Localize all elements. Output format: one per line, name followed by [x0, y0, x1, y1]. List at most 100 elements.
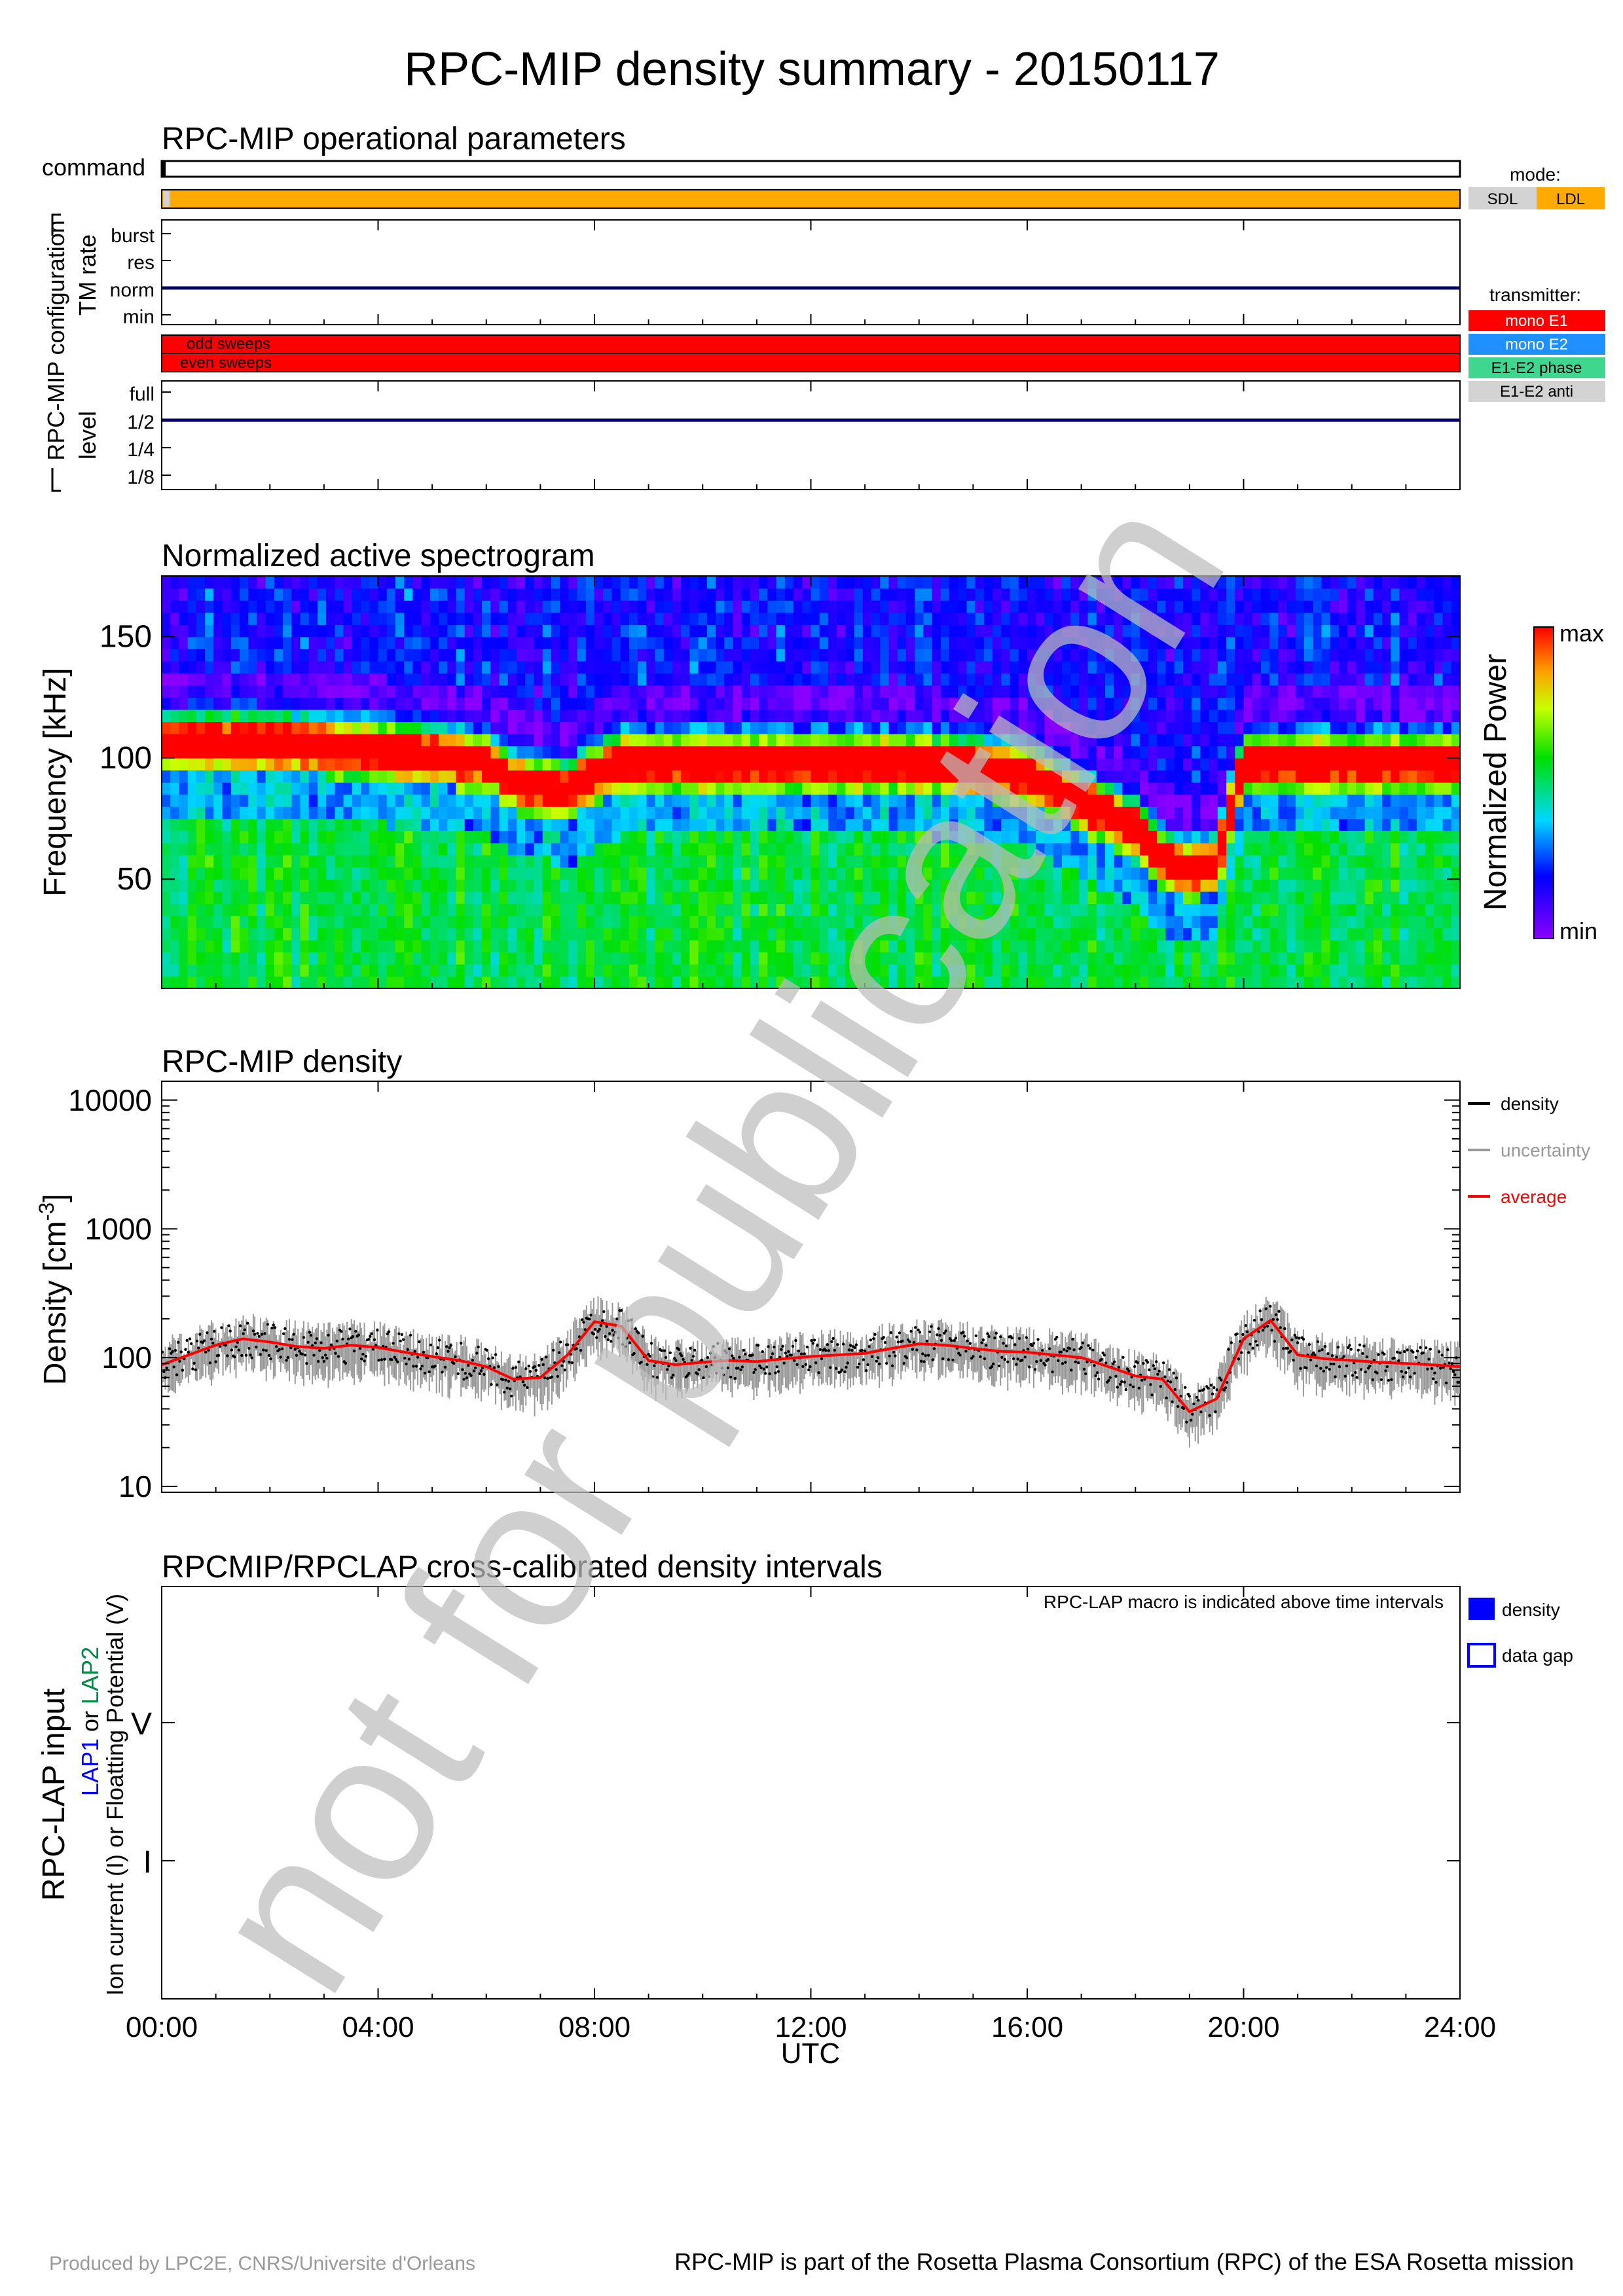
spectrogram-cell [395, 624, 405, 637]
spectrogram-cell [871, 660, 881, 673]
spectrogram-cell [733, 770, 742, 783]
spectrogram-cell [196, 660, 206, 673]
spectrogram-cell [1295, 915, 1305, 929]
spectrogram-cell [940, 794, 950, 807]
spectrogram-cell [352, 757, 361, 771]
spectrogram-cell [473, 757, 483, 771]
spectrogram-cell [828, 963, 837, 977]
spectrogram-cell [767, 879, 777, 892]
spectrogram-cell [1165, 915, 1175, 929]
spectrogram-cell [1174, 963, 1184, 977]
spectrogram-cell [439, 915, 448, 929]
spectrogram-cell [655, 660, 665, 673]
spectrogram-cell [888, 976, 898, 989]
spectrogram-cell [248, 842, 258, 855]
spectrogram-cell [603, 879, 613, 892]
spectrogram-cell [187, 855, 197, 868]
spectrogram-cell [646, 600, 656, 613]
spectrogram-cell [335, 867, 344, 880]
spectrogram-cell [750, 600, 759, 613]
spectrogram-cell [1321, 794, 1331, 807]
spectrogram-cell [1183, 939, 1192, 953]
spectrogram-cell [1304, 891, 1313, 905]
spectrogram-cell [828, 867, 837, 880]
spectrogram-cell [577, 697, 587, 710]
spectrogram-cell [1330, 660, 1340, 673]
spectrogram-cell [1183, 770, 1192, 783]
spectrogram-cell [915, 879, 924, 892]
spectrogram-cell [1217, 818, 1227, 831]
spectrogram-cell [1416, 952, 1426, 965]
spectrogram-cell [179, 842, 189, 855]
spectrogram-cell [1027, 976, 1036, 989]
spectrogram-cell [1304, 963, 1313, 977]
spectrogram-cell [499, 952, 509, 965]
spectrogram-cell [923, 660, 933, 673]
config-bracket-top [51, 213, 61, 236]
spectrogram-cell [681, 831, 691, 844]
spectrogram-cell [439, 806, 448, 819]
spectrogram-cell [716, 721, 725, 734]
spectrogram-cell [1192, 831, 1201, 844]
spectrogram-cell [1200, 915, 1210, 929]
spectrogram-cell [793, 624, 803, 637]
spectrogram-cell [213, 588, 223, 601]
spectrogram-cell [361, 891, 371, 905]
spectrogram-cell [949, 624, 958, 637]
spectrogram-cell [585, 770, 595, 783]
spectrogram-cell [975, 624, 985, 637]
spectrogram-cell [776, 745, 786, 759]
spectrogram-cell [629, 588, 638, 601]
spectrogram-cell [1286, 745, 1296, 759]
spectrogram-cell [819, 649, 829, 662]
spectrogram-cell [187, 624, 197, 637]
spectrogram-cell [490, 745, 500, 759]
spectrogram-cell [837, 576, 847, 589]
spectrogram-cell [326, 903, 336, 916]
spectrogram-cell [439, 927, 448, 941]
spectrogram-cell [257, 891, 266, 905]
spectrogram-cell [603, 782, 613, 795]
spectrogram-cell [1269, 794, 1279, 807]
spectrogram-cell [187, 660, 197, 673]
spectrogram-cell [854, 976, 864, 989]
spectrogram-cell [439, 697, 448, 710]
spectrogram-cell [1304, 673, 1313, 686]
spectrogram-cell [542, 673, 552, 686]
spectrogram-cell [1304, 697, 1313, 710]
spectrogram-cell [490, 636, 500, 649]
spectrogram-cell [663, 757, 673, 771]
spectrogram-cell [1356, 612, 1366, 625]
spectrogram-cell [638, 842, 647, 855]
spectrogram-cell [464, 891, 474, 905]
spectrogram-cell [681, 636, 691, 649]
spectrogram-cell [611, 770, 621, 783]
spectrogram-cell [318, 709, 327, 723]
mode-label-0: SDL [1487, 190, 1518, 208]
spectrogram-cell [750, 939, 759, 953]
spectrogram-cell [1416, 842, 1426, 855]
spectrogram-cell [698, 733, 708, 747]
spectrogram-cell [361, 903, 371, 916]
spectrogram-cell [672, 709, 682, 723]
spectrogram-cell [828, 660, 837, 673]
spectrogram-cell [283, 879, 293, 892]
spectrogram-cell [404, 939, 414, 953]
spectrogram-cell [577, 963, 587, 977]
spectrogram-cell [923, 855, 933, 868]
spectrogram-cell [551, 624, 560, 637]
spectrogram-cell [1313, 673, 1322, 686]
spectrogram-cell [517, 770, 526, 783]
spectrogram-cell [205, 927, 215, 941]
spectrogram-cell [213, 939, 223, 953]
spectrogram-cell [940, 745, 950, 759]
spectrogram-cell [966, 770, 976, 783]
spectrogram-cell [923, 952, 933, 965]
spectrogram-cell [1192, 842, 1201, 855]
spectrogram-cell [240, 806, 249, 819]
spectrogram-cell [741, 794, 751, 807]
spectrogram-cell [698, 649, 708, 662]
spectrogram-cell [1183, 952, 1192, 965]
spectrogram-cell [240, 891, 249, 905]
